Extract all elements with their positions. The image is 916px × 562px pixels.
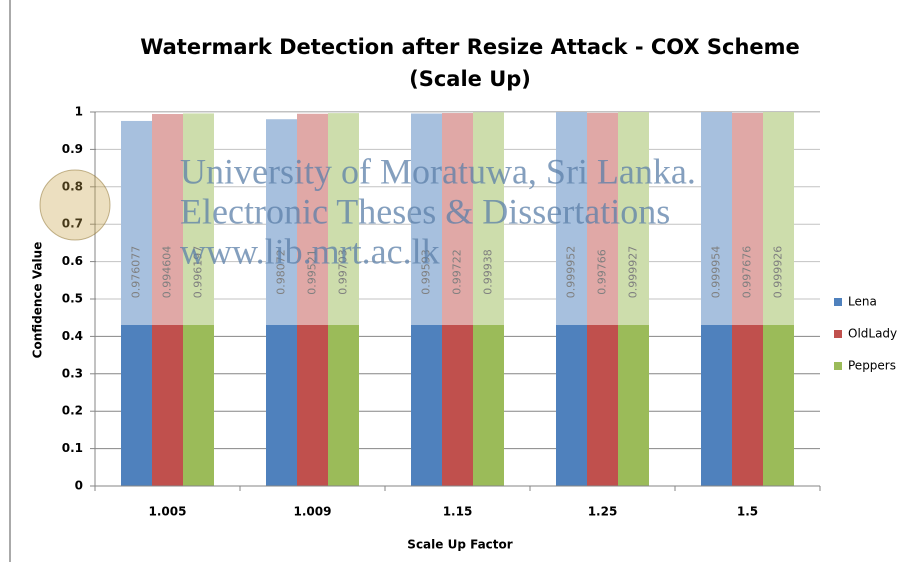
y-tick-label: 0.4 [62,329,83,343]
x-tick-label: 1.25 [588,505,618,519]
data-label: 0.999927 [627,246,640,299]
data-label: 0.99766 [596,249,609,295]
x-tick-label: 1.005 [149,505,187,519]
y-axis-title: Confidence Value [31,242,45,359]
data-label: 0.994604 [161,246,174,299]
y-tick-label: 1 [75,105,83,119]
data-label: 0.99521 [306,249,319,295]
x-axis-title: Scale Up Factor [407,538,512,552]
y-tick-label: 0.3 [62,366,83,380]
data-label: 0.999926 [772,246,785,299]
legend-swatch [834,298,842,306]
data-label: 0.99703 [337,249,350,295]
data-label: 0.999954 [710,246,723,299]
x-tick-label: 1.15 [443,505,473,519]
watermark-overlay [96,112,820,325]
data-label: 0.999952 [565,246,578,299]
y-tick-label: 0 [75,479,83,493]
y-tick-label: 0.8 [62,179,83,193]
watermark-text: www.lib.mrt.ac.lk [180,231,440,271]
legend-swatch [834,362,842,370]
y-tick-label: 0.9 [62,142,83,156]
legend-label: Peppers [848,359,896,373]
chart-subtitle: (Scale Up) [409,67,531,91]
data-label: 0.99938 [482,249,495,295]
x-tick-label: 1.009 [294,505,332,519]
watermark-text: University of Moratuwa, Sri Lanka. [180,151,696,191]
watermark-text: Electronic Theses & Dissertations [180,191,670,231]
legend-label: Lena [848,295,877,309]
data-label: 0.99722 [451,249,464,295]
y-tick-label: 0.1 [62,441,83,455]
legend-label: OldLady [848,327,897,341]
data-label: 0.976077 [130,246,143,299]
chart-title: Watermark Detection after Resize Attack … [140,35,800,59]
data-label: 0.98072 [275,249,288,295]
legend-swatch [834,330,842,338]
logo [39,169,111,241]
y-tick-label: 0.6 [62,254,83,268]
y-tick-label: 0.5 [62,292,83,306]
y-tick-label: 0.7 [62,217,83,231]
data-label: 0.996197 [192,246,205,299]
data-label: 0.997676 [741,246,754,299]
data-label: 0.99593 [420,249,433,295]
x-tick-label: 1.5 [737,505,758,519]
y-tick-label: 0.2 [62,404,83,418]
